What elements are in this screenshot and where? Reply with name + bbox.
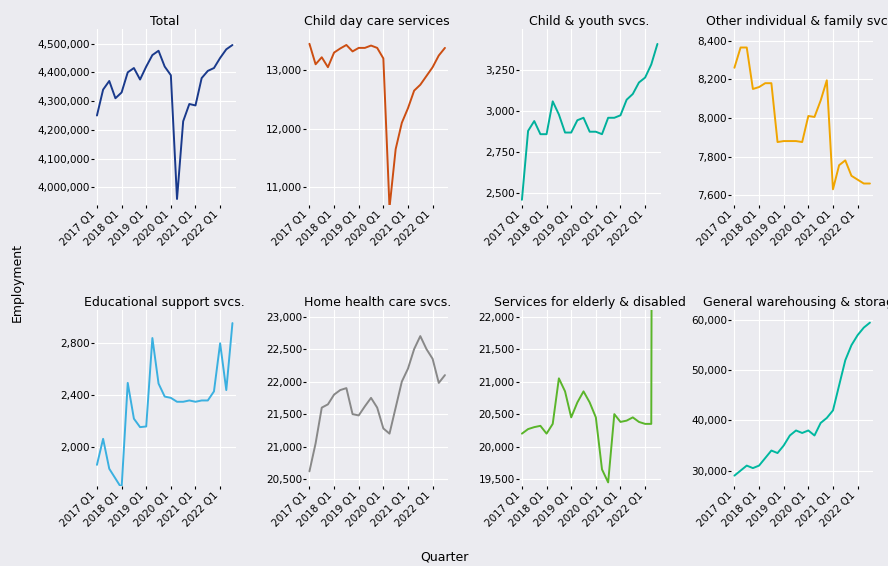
Title: Home health care svcs.: Home health care svcs. <box>304 296 451 309</box>
Text: Quarter: Quarter <box>420 550 468 563</box>
Title: Services for elderly & disabled: Services for elderly & disabled <box>494 296 686 309</box>
Title: Child & youth svcs.: Child & youth svcs. <box>529 15 650 28</box>
Title: Other individual & family svcs.: Other individual & family svcs. <box>706 15 888 28</box>
Title: Educational support svcs.: Educational support svcs. <box>84 296 245 309</box>
Title: General warehousing & storage: General warehousing & storage <box>702 296 888 309</box>
Text: Employment: Employment <box>11 243 24 323</box>
Title: Child day care services: Child day care services <box>305 15 450 28</box>
Title: Total: Total <box>150 15 179 28</box>
